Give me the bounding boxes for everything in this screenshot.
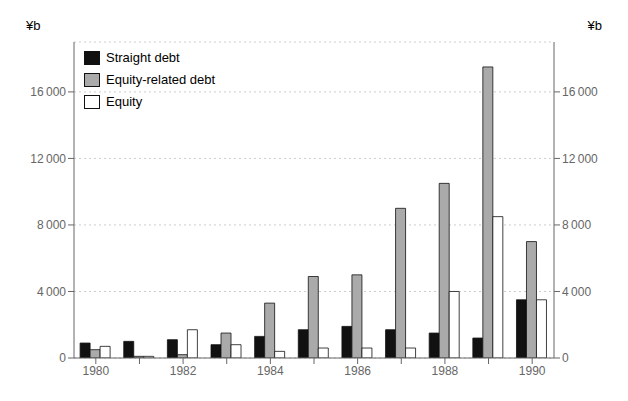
svg-text:1990: 1990 xyxy=(519,364,546,378)
svg-text:12 000: 12 000 xyxy=(30,152,66,166)
html-text:Equity-related debt: Equity-related debt xyxy=(106,72,216,87)
svg-text:12 000: 12 000 xyxy=(562,152,598,166)
svg-text:0: 0 xyxy=(59,351,66,365)
html-text:¥b: ¥b xyxy=(587,18,602,33)
svg-text:1982: 1982 xyxy=(170,364,197,378)
svg-text:16 000: 16 000 xyxy=(30,85,66,99)
svg-text:1980: 1980 xyxy=(82,364,109,378)
svg-text:1986: 1986 xyxy=(344,364,371,378)
svg-text:4 000: 4 000 xyxy=(37,285,66,299)
html-text:Straight debt: Straight debt xyxy=(106,50,180,65)
html-text:¥b: ¥b xyxy=(26,18,41,33)
svg-text:1988: 1988 xyxy=(432,364,459,378)
svg-text:0: 0 xyxy=(562,351,569,365)
svg-text:1984: 1984 xyxy=(257,364,284,378)
svg-text:8 000: 8 000 xyxy=(37,218,66,232)
html-text:Equity: Equity xyxy=(106,94,143,109)
svg-text:16 000: 16 000 xyxy=(562,85,598,99)
svg-text:4 000: 4 000 xyxy=(562,285,591,299)
svg-text:8 000: 8 000 xyxy=(562,218,591,232)
